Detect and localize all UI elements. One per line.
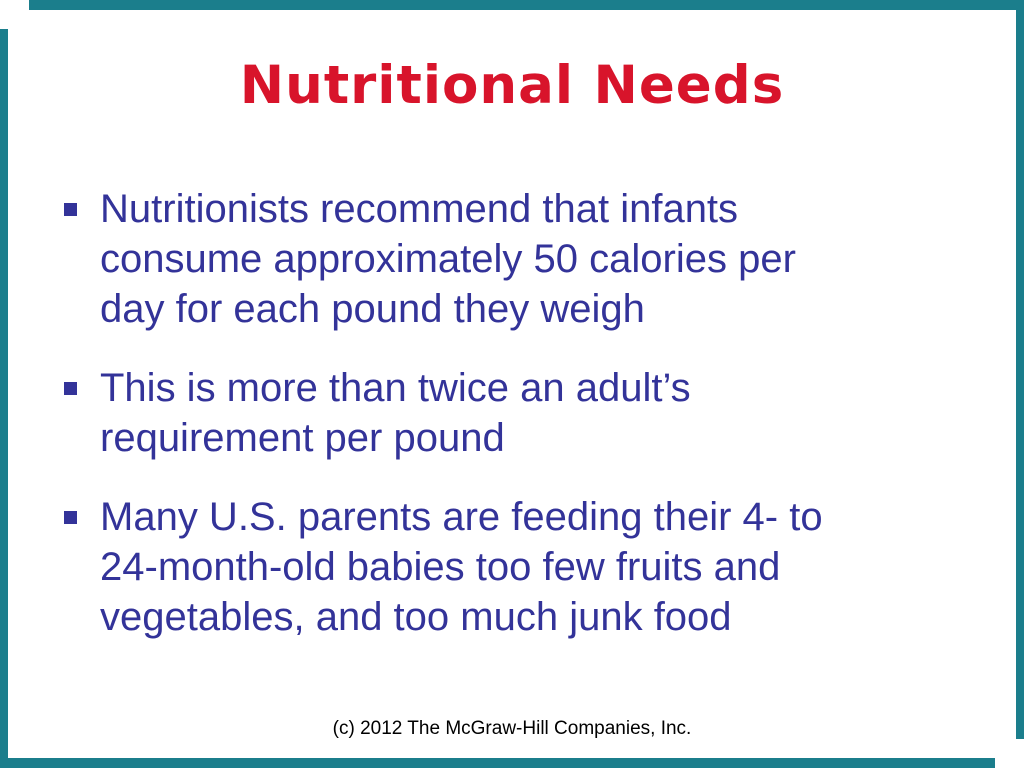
square-bullet-icon xyxy=(64,511,77,524)
bullet-text: Many U.S. parents are feeding their 4- t… xyxy=(100,495,823,639)
slide-border-top xyxy=(29,0,1024,10)
bullet-text: Nutritionists recommend that infants con… xyxy=(100,187,796,331)
list-item: This is more than twice an adult’s requi… xyxy=(64,363,988,463)
square-bullet-icon xyxy=(64,203,77,216)
bullet-list: Nutritionists recommend that infants con… xyxy=(64,184,988,671)
list-item: Many U.S. parents are feeding their 4- t… xyxy=(64,492,988,642)
slide-border-bottom xyxy=(0,758,995,768)
footer-copyright: (c) 2012 The McGraw-Hill Companies, Inc. xyxy=(332,718,692,739)
square-bullet-icon xyxy=(64,382,77,395)
slide-border-right xyxy=(1016,0,1024,739)
list-item: Nutritionists recommend that infants con… xyxy=(64,184,988,334)
slide-border-left xyxy=(0,29,8,768)
bullet-text: This is more than twice an adult’s requi… xyxy=(100,366,691,460)
slide-title: Nutritional Needs xyxy=(239,55,785,116)
